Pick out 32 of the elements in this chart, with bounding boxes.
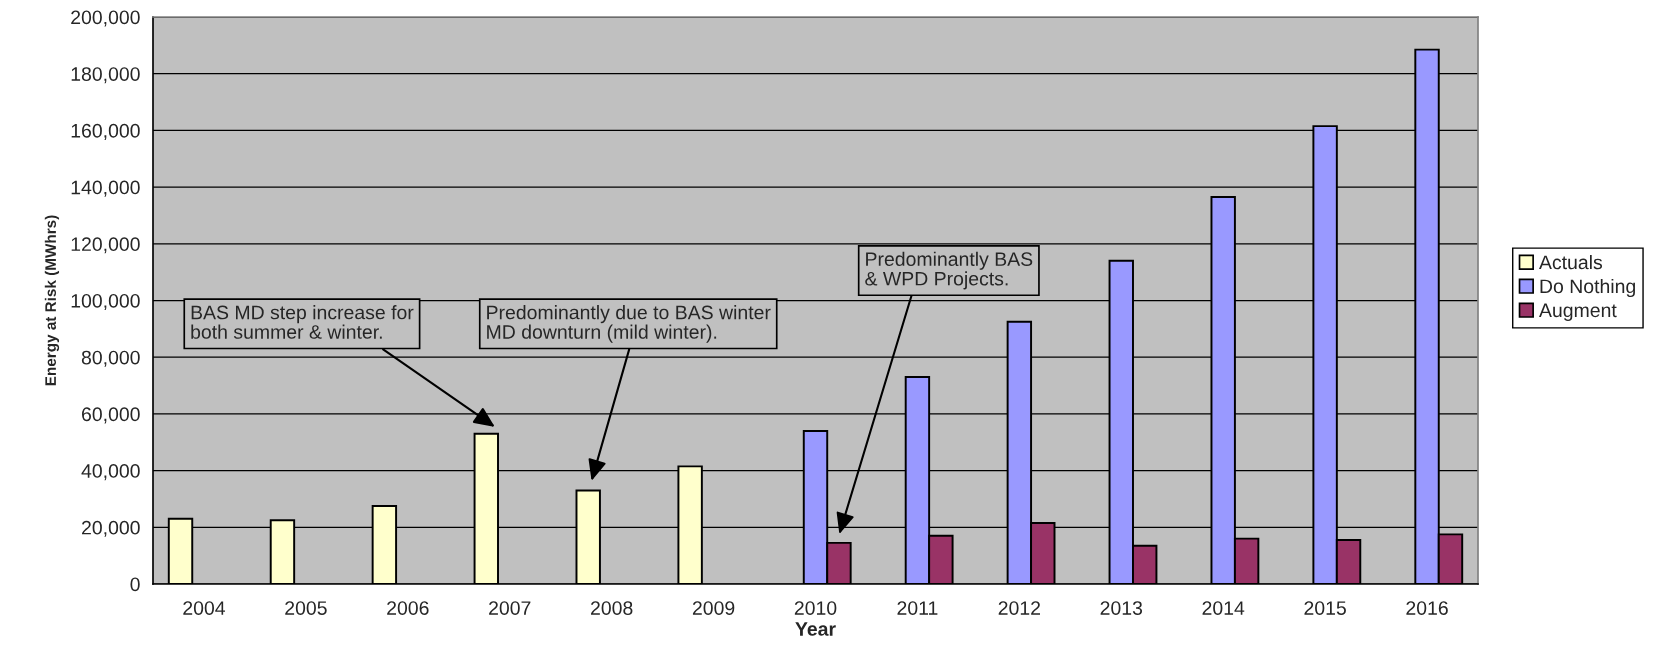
x-tick-label: 2015 [1304,601,1346,615]
y-tick-label: 20,000 [82,520,140,537]
x-tick-label: 2005 [285,601,327,615]
legend-label: Actuals [1539,254,1603,270]
x-tick-label: 2016 [1406,601,1448,615]
annotation: Predominantly BAS & WPD Projects. [865,251,1033,290]
legend-label: Do Nothing [1540,278,1635,298]
x-tick-label: 2011 [897,601,938,615]
y-tick-label: 0 [130,577,140,592]
x-tick-label: 2004 [183,601,226,615]
y-tick-label: 40,000 [81,464,140,481]
annotation: BAS MD step increase for both summer & winter. [191,305,414,339]
legend-label: Augment [1539,303,1617,322]
y-tick-label: 140,000 [71,180,140,197]
y-tick-label: 200,000 [71,10,140,27]
x-tick-label: 2013 [1100,601,1143,615]
y-tick-label: 180,000 [71,67,140,84]
y-tick-label: 100,000 [71,293,140,311]
y-tick-label: 160,000 [71,123,140,140]
x-tick-label: 2010 [794,601,837,615]
y-tick-label: 60,000 [82,407,140,424]
x-tick-label: 2008 [591,601,633,615]
annotation: Predominantly due to BAS winter MD downturn (mild winter). [487,305,771,343]
x-tick-label: 2007 [489,601,531,615]
y-tick-label: 120,000 [71,237,140,254]
y-axis-title: Energy at Risk (MWhrs) [44,215,60,386]
x-axis-title: Year [795,622,836,636]
x-tick-label: 2009 [692,601,735,615]
x-tick-label: 2012 [998,601,1040,615]
x-tick-label: 2014 [1202,601,1245,615]
x-tick-label: 2006 [387,601,429,615]
y-tick-label: 80,000 [81,350,140,367]
